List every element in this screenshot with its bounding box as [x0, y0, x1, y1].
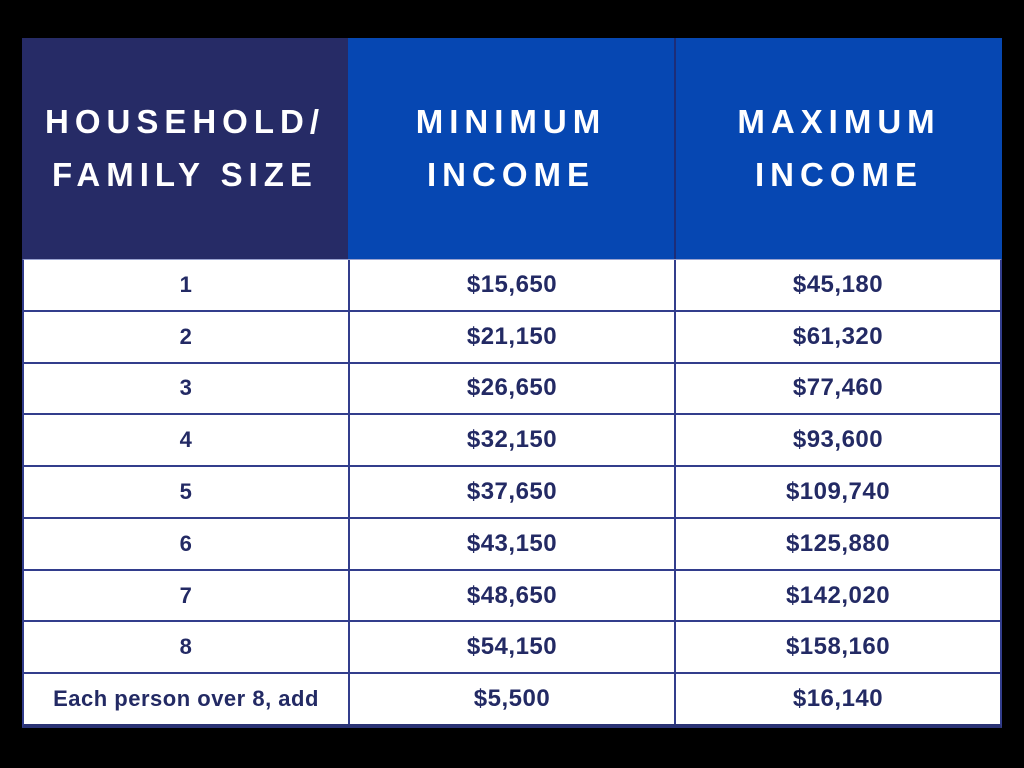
table-row: 7 $48,650 $142,020	[24, 568, 1000, 621]
header-household-family-size: HOUSEHOLD/ FAMILY SIZE	[22, 38, 348, 259]
table-row: 3 $26,650 $77,460	[24, 361, 1000, 414]
cell-minimum-income: $5,500	[348, 674, 674, 725]
cell-minimum-income: $15,650	[348, 260, 674, 310]
cell-household-size: 7	[179, 582, 193, 608]
cell-maximum-income: $93,600	[674, 415, 1000, 466]
cell-household-size: 8	[179, 634, 193, 660]
header-line: INCOME	[427, 155, 595, 193]
table-row: 4 $32,150 $93,600	[24, 413, 1000, 466]
cell-maximum-income: $158,160	[674, 622, 1000, 673]
table-row: 8 $54,150 $158,160	[24, 620, 1000, 673]
table-header-row: HOUSEHOLD/ FAMILY SIZE MINIMUM INCOME MA…	[22, 38, 1002, 259]
cell-minimum-income: $54,150	[348, 622, 674, 673]
cell-household-size: 2	[179, 323, 193, 349]
cell-maximum-income: $109,740	[674, 467, 1000, 517]
table-row: 6 $43,150 $125,880	[24, 516, 1000, 569]
cell-maximum-income: $45,180	[674, 260, 1000, 310]
cell-minimum-income: $32,150	[348, 415, 674, 466]
cell-minimum-income: $37,650	[348, 467, 674, 517]
cell-minimum-income: $26,650	[348, 363, 674, 414]
table-row-each-person-over-8: Each person over 8, add $5,500 $16,140	[24, 672, 1000, 725]
header-minimum-income: MINIMUM INCOME	[348, 38, 674, 259]
cell-minimum-income: $48,650	[348, 570, 674, 621]
income-limits-table: HOUSEHOLD/ FAMILY SIZE MINIMUM INCOME MA…	[22, 38, 1002, 728]
cell-maximum-income: $142,020	[674, 570, 1000, 621]
header-maximum-income: MAXIMUM INCOME	[674, 38, 1002, 259]
header-line: FAMILY SIZE	[52, 155, 318, 193]
table-row: 1 $15,650 $45,180	[24, 260, 1000, 310]
cell-minimum-income: $43,150	[348, 518, 674, 569]
header-line: MINIMUM	[415, 103, 607, 141]
table-body: 1 $15,650 $45,180 2 $21,150 $61,320 3 $2…	[22, 259, 1002, 728]
cell-household-size: 4	[179, 427, 193, 453]
cell-household-size: Each person over 8, add	[53, 686, 319, 712]
header-line: INCOME	[755, 155, 923, 193]
cell-maximum-income: $125,880	[674, 518, 1000, 569]
table-row: 2 $21,150 $61,320	[24, 309, 1000, 362]
cell-minimum-income: $21,150	[348, 311, 674, 362]
cell-maximum-income: $16,140	[674, 674, 1000, 725]
cell-household-size: 1	[179, 271, 193, 297]
header-line: HOUSEHOLD/	[44, 103, 325, 141]
table-row: 5 $37,650 $109,740	[24, 465, 1000, 517]
cell-maximum-income: $61,320	[674, 311, 1000, 362]
cell-household-size: 6	[179, 530, 193, 556]
cell-maximum-income: $77,460	[674, 363, 1000, 414]
header-line: MAXIMUM	[737, 103, 941, 141]
cell-household-size: 5	[179, 479, 193, 505]
cell-household-size: 3	[179, 375, 193, 401]
